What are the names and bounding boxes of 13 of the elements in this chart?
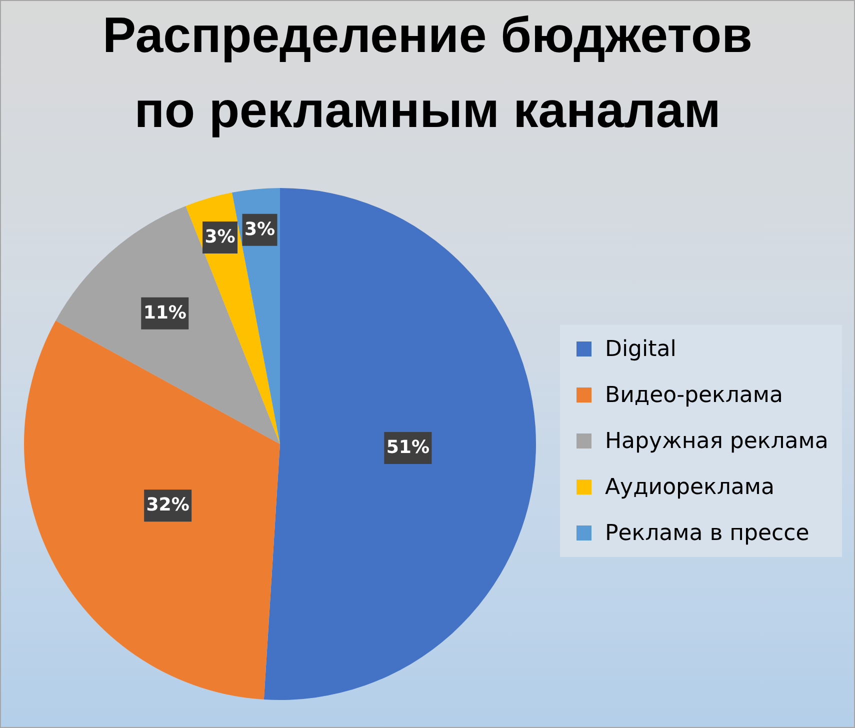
pie-slice [24,320,280,700]
data-label: 3% [204,226,236,248]
legend-label: Digital [605,337,676,362]
data-label: 3% [244,218,276,240]
legend-label: Видео-реклама [605,383,783,408]
pie-slice [56,206,280,444]
data-label: 11% [143,302,186,324]
data-label: 32% [146,494,190,516]
legend-label: Реклама в прессе [605,521,810,546]
legend-label: Наружная реклама [605,429,828,454]
legend-label: Аудиореклама [605,475,774,500]
chart-title: Распределение бюджетов по рекламным каналам [102,7,752,138]
data-label: 51% [386,437,430,458]
